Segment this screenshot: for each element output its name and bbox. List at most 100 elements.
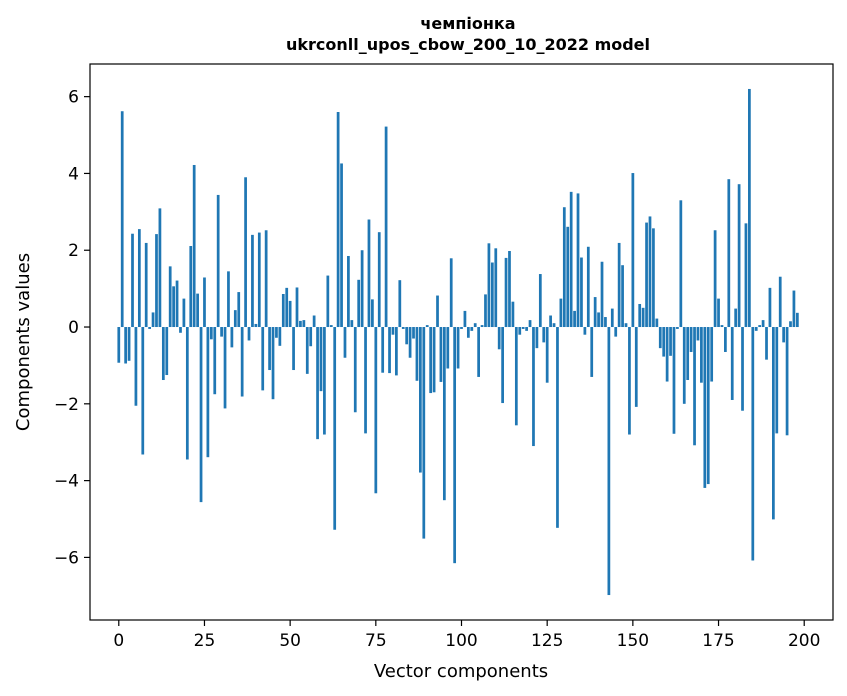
bar-23 bbox=[196, 293, 199, 328]
bar-2 bbox=[124, 327, 128, 364]
bar-137 bbox=[586, 246, 590, 328]
bar-133 bbox=[573, 310, 576, 328]
bar-138 bbox=[590, 327, 594, 377]
bar-152 bbox=[638, 303, 642, 328]
bar-83 bbox=[401, 327, 405, 329]
bar-72 bbox=[364, 327, 367, 434]
bar-100 bbox=[460, 327, 463, 329]
bar-26 bbox=[206, 327, 210, 458]
y-axis-label: Components values bbox=[13, 253, 34, 431]
bar-70 bbox=[357, 279, 361, 328]
bar-84 bbox=[405, 327, 409, 345]
bar-44 bbox=[268, 327, 271, 371]
bar-68 bbox=[350, 320, 354, 328]
bar-159 bbox=[662, 327, 666, 357]
bar-24 bbox=[199, 327, 203, 503]
bar-123 bbox=[538, 274, 542, 328]
bar-114 bbox=[508, 251, 511, 328]
bar-124 bbox=[542, 327, 546, 343]
bar-117 bbox=[518, 327, 522, 335]
bar-6 bbox=[137, 229, 141, 328]
bar-58 bbox=[316, 327, 319, 440]
bar-122 bbox=[535, 327, 539, 349]
bar-92 bbox=[432, 327, 436, 393]
bar-64 bbox=[336, 112, 340, 328]
bar-161 bbox=[669, 327, 672, 356]
bar-183 bbox=[744, 223, 748, 328]
bar-82 bbox=[398, 280, 402, 328]
bar-41 bbox=[257, 232, 261, 328]
bar-121 bbox=[532, 327, 535, 447]
bar-19 bbox=[182, 298, 186, 328]
bar-182 bbox=[741, 327, 744, 411]
bar-56 bbox=[309, 327, 313, 347]
bar-95 bbox=[442, 327, 446, 501]
bar-150 bbox=[631, 173, 635, 328]
bar-0 bbox=[117, 327, 121, 363]
bar-71 bbox=[360, 250, 364, 328]
bar-169 bbox=[696, 327, 700, 341]
bar-60 bbox=[323, 327, 326, 435]
bar-97 bbox=[449, 258, 453, 328]
y-tick-label: 6 bbox=[68, 88, 79, 108]
bar-94 bbox=[439, 327, 443, 382]
bar-192 bbox=[775, 327, 779, 434]
bar-67 bbox=[347, 255, 350, 328]
bar-9 bbox=[148, 327, 151, 329]
x-tick-label: 75 bbox=[365, 631, 387, 651]
bar-139 bbox=[593, 297, 597, 328]
x-tick-label: 50 bbox=[279, 631, 301, 651]
bar-151 bbox=[634, 327, 638, 407]
x-tick-label: 25 bbox=[194, 631, 216, 651]
bar-197 bbox=[792, 290, 796, 328]
bar-165 bbox=[682, 327, 686, 404]
bar-80 bbox=[391, 327, 395, 335]
bar-66 bbox=[343, 327, 347, 358]
bar-172 bbox=[706, 327, 710, 485]
bar-93 bbox=[436, 295, 439, 328]
bar-11 bbox=[155, 234, 158, 328]
bar-4 bbox=[131, 233, 134, 328]
bar-85 bbox=[408, 327, 412, 358]
x-tick-label: 100 bbox=[445, 631, 477, 651]
bar-149 bbox=[628, 327, 631, 435]
x-tick-label: 200 bbox=[788, 631, 820, 651]
bar-87 bbox=[415, 327, 419, 381]
bar-168 bbox=[693, 327, 696, 446]
bar-27 bbox=[209, 327, 213, 340]
bar-14 bbox=[165, 327, 169, 376]
bar-176 bbox=[720, 325, 724, 328]
x-tick-label: 175 bbox=[702, 631, 734, 651]
bar-157 bbox=[655, 318, 659, 328]
bar-189 bbox=[765, 327, 768, 360]
bar-125 bbox=[545, 327, 549, 383]
y-tick-label: 4 bbox=[68, 164, 79, 184]
bar-154 bbox=[645, 222, 648, 328]
bar-35 bbox=[237, 292, 241, 328]
bars-group bbox=[117, 88, 799, 596]
bar-8 bbox=[144, 242, 148, 328]
bar-96 bbox=[446, 327, 450, 369]
y-tick-label: −4 bbox=[54, 472, 79, 492]
bar-196 bbox=[789, 321, 792, 328]
bar-153 bbox=[641, 307, 645, 328]
bar-103 bbox=[470, 327, 474, 331]
bar-46 bbox=[275, 327, 278, 338]
bar-3 bbox=[127, 327, 131, 361]
bar-25 bbox=[203, 277, 206, 328]
bar-7 bbox=[141, 327, 145, 455]
bar-42 bbox=[261, 327, 265, 391]
bar-1 bbox=[120, 111, 124, 328]
y-tick-label: 2 bbox=[68, 241, 79, 261]
bar-131 bbox=[566, 226, 570, 328]
bar-52 bbox=[295, 287, 299, 328]
bar-185 bbox=[751, 327, 755, 561]
bar-69 bbox=[353, 327, 357, 413]
bar-88 bbox=[419, 327, 422, 473]
bar-81 bbox=[395, 327, 398, 376]
bar-10 bbox=[151, 312, 155, 328]
bar-47 bbox=[278, 327, 282, 346]
bar-28 bbox=[213, 327, 217, 395]
bar-132 bbox=[569, 191, 573, 328]
bar-158 bbox=[658, 327, 662, 349]
